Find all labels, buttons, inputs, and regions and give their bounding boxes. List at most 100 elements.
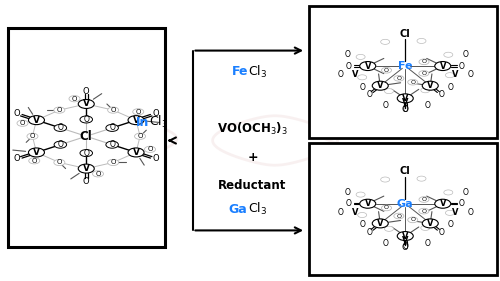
- Text: O: O: [448, 83, 453, 92]
- Circle shape: [446, 72, 454, 78]
- Text: O: O: [96, 171, 100, 177]
- Circle shape: [417, 38, 426, 44]
- Text: O: O: [32, 158, 37, 164]
- Circle shape: [54, 107, 65, 113]
- Text: O: O: [410, 80, 415, 85]
- Text: O: O: [152, 154, 160, 164]
- Text: V: V: [427, 81, 434, 90]
- Text: O: O: [84, 149, 89, 158]
- Circle shape: [69, 96, 80, 102]
- Text: O: O: [30, 133, 35, 139]
- Circle shape: [78, 164, 94, 173]
- Text: V: V: [352, 70, 358, 79]
- Text: O: O: [402, 105, 408, 114]
- Circle shape: [358, 75, 366, 80]
- Circle shape: [80, 149, 92, 157]
- Circle shape: [78, 99, 94, 108]
- Text: Cl$_3$: Cl$_3$: [149, 114, 168, 130]
- Text: V: V: [364, 199, 371, 208]
- Circle shape: [128, 148, 144, 157]
- Circle shape: [29, 158, 40, 164]
- Text: O: O: [83, 177, 89, 186]
- Text: O: O: [360, 220, 366, 229]
- Circle shape: [380, 39, 390, 44]
- Circle shape: [397, 94, 413, 103]
- Circle shape: [17, 120, 28, 126]
- Circle shape: [384, 226, 394, 231]
- Circle shape: [419, 208, 429, 214]
- Text: V: V: [402, 98, 408, 107]
- Text: O: O: [338, 208, 343, 217]
- Text: V: V: [402, 236, 408, 245]
- Text: O: O: [84, 115, 89, 124]
- Circle shape: [382, 205, 392, 211]
- Text: V: V: [82, 164, 89, 173]
- FancyBboxPatch shape: [309, 143, 496, 275]
- Text: In: In: [136, 116, 149, 129]
- Text: O: O: [346, 62, 352, 71]
- Circle shape: [421, 225, 430, 230]
- Circle shape: [435, 199, 451, 208]
- Text: Ga: Ga: [397, 199, 413, 209]
- Text: V: V: [427, 219, 434, 228]
- Text: O: O: [462, 188, 468, 197]
- Text: Cl$_3$: Cl$_3$: [248, 64, 268, 80]
- Text: O: O: [58, 140, 64, 149]
- Text: V: V: [402, 232, 408, 241]
- Text: Fe: Fe: [232, 65, 248, 78]
- Text: O: O: [384, 205, 389, 210]
- Circle shape: [108, 159, 118, 166]
- Text: O: O: [382, 101, 388, 110]
- Text: O: O: [459, 62, 464, 71]
- Text: O: O: [425, 101, 430, 110]
- Text: O: O: [110, 107, 116, 113]
- Text: O: O: [13, 154, 20, 164]
- Text: O: O: [459, 199, 464, 208]
- Text: V: V: [440, 62, 446, 71]
- Text: O: O: [396, 214, 402, 219]
- Circle shape: [419, 197, 429, 202]
- Circle shape: [417, 176, 426, 181]
- Text: O: O: [410, 217, 415, 222]
- Text: O: O: [58, 123, 64, 132]
- Text: O: O: [402, 242, 408, 251]
- Text: V: V: [83, 99, 90, 108]
- Circle shape: [358, 212, 366, 217]
- Text: V: V: [440, 199, 446, 208]
- Text: O: O: [402, 243, 408, 252]
- Circle shape: [360, 199, 376, 208]
- Circle shape: [372, 219, 388, 228]
- Circle shape: [28, 115, 44, 125]
- Circle shape: [92, 171, 104, 177]
- Circle shape: [372, 81, 388, 90]
- Circle shape: [394, 76, 404, 81]
- Text: VO(OCH$_3$)$_3$: VO(OCH$_3$)$_3$: [217, 121, 288, 137]
- Text: +: +: [247, 151, 258, 164]
- Text: O: O: [402, 105, 408, 114]
- Text: O: O: [83, 87, 89, 96]
- Text: V: V: [452, 208, 458, 217]
- Text: O: O: [422, 209, 426, 214]
- Circle shape: [444, 190, 453, 195]
- Text: O: O: [152, 109, 160, 118]
- Circle shape: [380, 177, 390, 182]
- Text: O: O: [425, 239, 430, 248]
- Circle shape: [144, 146, 156, 152]
- Text: V: V: [452, 70, 458, 79]
- Text: Cl: Cl: [400, 166, 410, 176]
- Text: O: O: [468, 70, 473, 79]
- Circle shape: [134, 133, 145, 139]
- FancyBboxPatch shape: [8, 28, 165, 247]
- Circle shape: [435, 62, 451, 71]
- Circle shape: [54, 141, 66, 148]
- Text: O: O: [109, 140, 115, 149]
- Text: O: O: [422, 59, 426, 64]
- Text: O: O: [56, 160, 62, 166]
- Text: O: O: [462, 50, 468, 59]
- Text: V: V: [377, 81, 384, 90]
- Text: O: O: [382, 239, 388, 248]
- Circle shape: [28, 148, 44, 157]
- Circle shape: [360, 62, 376, 71]
- Text: O: O: [448, 220, 453, 229]
- Text: O: O: [360, 83, 366, 92]
